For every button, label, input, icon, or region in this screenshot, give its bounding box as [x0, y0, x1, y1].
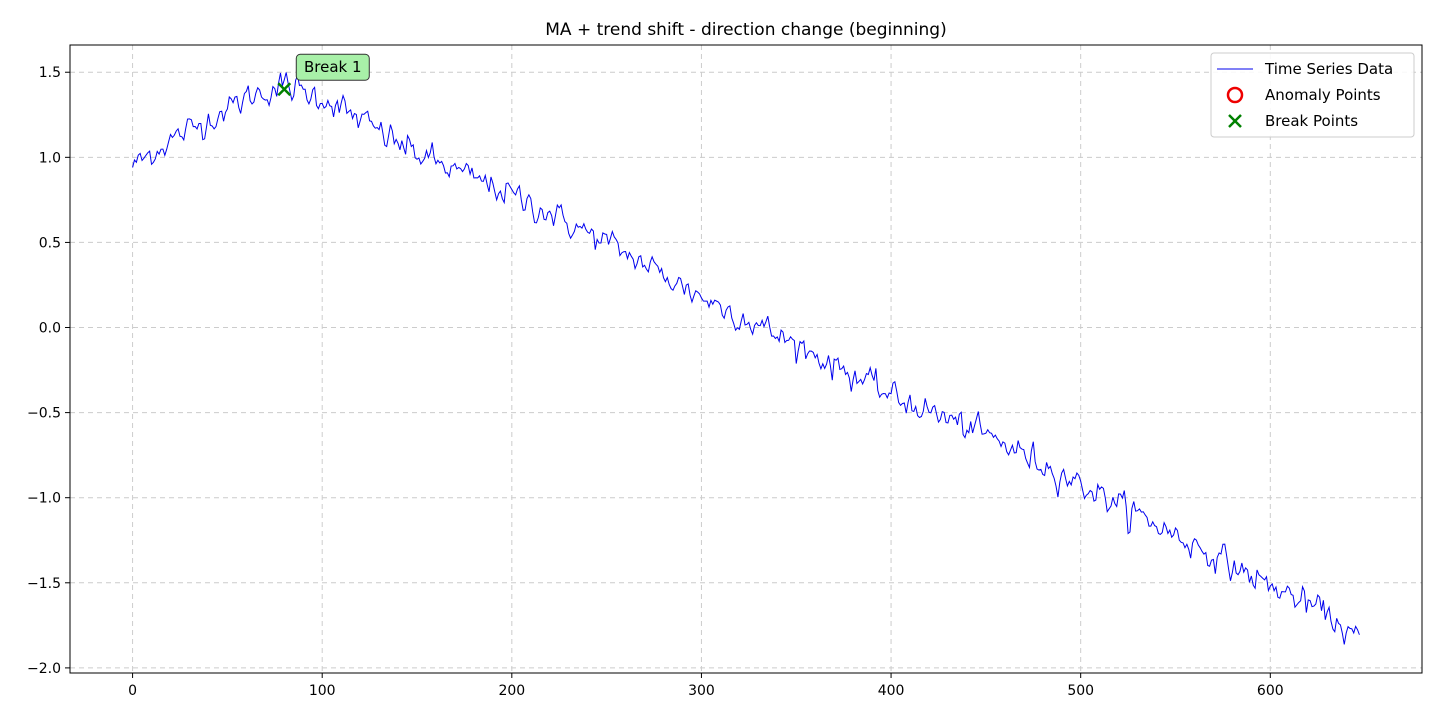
y-tick-label: 1.5: [39, 65, 61, 81]
x-tick-label: 600: [1257, 683, 1284, 699]
grid: [70, 45, 1422, 673]
axes: 0 100 200 300 400 500 600 −2.0 −1.5 −1.0 −0.5 0.0 0.…: [27, 44, 1423, 699]
legend-item: Anomaly Points: [1226, 86, 1381, 104]
series-line-time-series: [132, 72, 1360, 645]
y-tick-label: 1.0: [39, 150, 61, 166]
chart-title: MA + trend shift - direction change (beg…: [545, 20, 946, 40]
annotation-label: Break 1: [304, 58, 362, 76]
x-tick-label: 300: [688, 683, 715, 699]
y-tick-label: −2.0: [27, 661, 61, 677]
annotation-box: [295, 53, 370, 81]
legend-label: Anomaly Points: [1265, 86, 1381, 104]
series-layer: [132, 72, 1360, 645]
y-tick-label: −1.5: [27, 576, 61, 592]
x-tick-label: 200: [498, 683, 525, 699]
legend-item: Break Points: [1228, 112, 1358, 130]
x-tick-label: 0: [128, 683, 137, 699]
y-tick-label: −0.5: [27, 406, 61, 422]
annotation-break: Break 1: [295, 53, 370, 81]
legend-box: Time Series Data Anomaly Points Break Poin…: [1210, 52, 1415, 138]
x-tick-label: 100: [309, 683, 336, 699]
y-tick-label: 0.5: [39, 235, 61, 251]
x-tick-label: 400: [878, 683, 905, 699]
legend-label: Break Points: [1265, 112, 1358, 130]
legend: Time Series Data Anomaly Points Break Poin…: [1210, 52, 1415, 138]
y-tick-label: 0.0: [39, 321, 61, 337]
legend-label: Time Series Data: [1264, 60, 1393, 78]
legend-item: Time Series Data: [1217, 60, 1393, 78]
break-point-marker: [277, 82, 292, 97]
legend-circle-marker: [1226, 86, 1244, 104]
legend-x-marker: [1228, 114, 1242, 128]
y-tick-label: −1.0: [27, 491, 61, 507]
axes-frame: [69, 44, 1423, 674]
x-tick-label: 500: [1067, 683, 1094, 699]
annotations: Break 1: [295, 53, 370, 81]
